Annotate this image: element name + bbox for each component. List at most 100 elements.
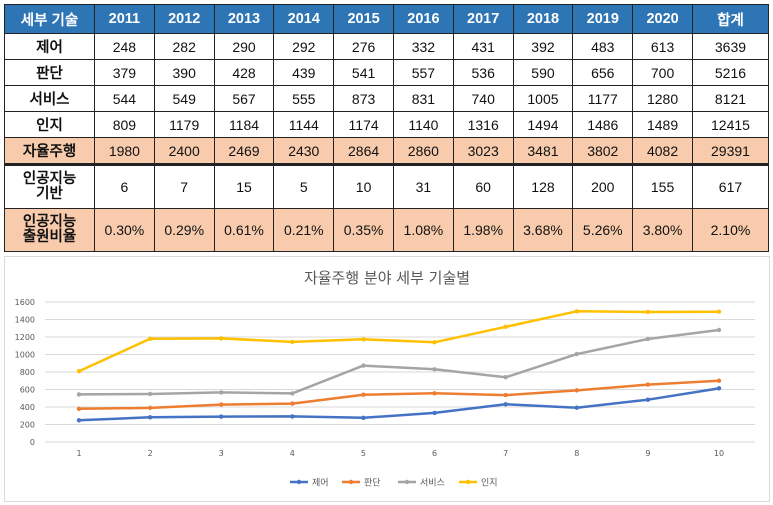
total-header: 합계 [691,4,769,34]
table-header-row: 세부 기술 2011 2012 2013 2014 2015 2016 2017… [4,4,769,34]
row-label: 인공지능 기반 [4,163,95,209]
table-cell: 3.68% [512,208,574,252]
table-cell: 4082 [632,137,693,165]
y-tick-label: 1400 [15,316,35,325]
table-cell: 15 [213,163,275,209]
table-cell: 1177 [572,85,634,112]
table-cell: 248 [94,33,155,60]
total-cell: 8121 [691,85,769,112]
table-cell: 0.61% [213,208,275,252]
x-tick-label: 4 [290,449,295,458]
data-point [290,391,295,396]
year-header: 2012 [153,4,215,34]
table-cell: 6 [94,163,155,209]
table-row: 인공지능 출원비율 0.30% 0.29% 0.61% 0.21% 0.35% 1.08% 1… [4,208,769,252]
table-cell: 5.26% [572,208,634,252]
legend-label: 제어 [312,478,329,489]
year-header: 2019 [572,4,634,34]
year-header: 2015 [333,4,394,34]
data-point [503,392,508,398]
x-tick-label: 6 [432,449,437,458]
table-cell: 1.08% [392,208,454,252]
legend-label: 인지 [481,478,498,489]
table-row: 인공지능 기반 6 7 15 5 10 31 60 128 200 155 617 [4,163,769,209]
table-cell: 1174 [333,111,394,138]
table-cell: 536 [452,59,514,86]
data-point [432,367,437,372]
y-tick-label: 800 [20,368,35,377]
table-cell: 656 [572,59,634,86]
x-tick-label: 1 [76,449,81,458]
data-point [76,392,82,397]
tech-table: 세부 기술 2011 2012 2013 2014 2015 2016 2017… [4,4,769,252]
table-cell: 1280 [632,85,693,112]
total-cell: 617 [691,163,769,209]
x-tick-label: 2 [148,449,153,458]
data-point [432,391,437,396]
data-point [219,414,224,419]
table-cell: 1.98% [452,208,514,252]
legend-marker [465,479,471,485]
table-cell: 3802 [572,137,634,165]
total-cell: 29391 [691,137,769,165]
table-cell: 439 [273,59,335,86]
series-line-3 [77,310,721,373]
table-cell: 60 [452,163,514,209]
table-cell: 332 [392,33,454,60]
x-tick-label: 8 [574,449,579,458]
data-point [361,392,366,397]
table-cell: 483 [572,33,634,60]
table-cell: 740 [452,85,514,112]
table-cell: 2400 [153,137,215,165]
table-cell: 1486 [572,111,634,138]
data-point [219,390,224,395]
year-header: 2020 [632,4,693,34]
table-cell: 0.21% [273,208,335,252]
total-cell: 2.10% [691,208,769,252]
table-cell: 0.29% [153,208,215,252]
series-line-2 [77,328,721,396]
table-cell: 2430 [273,137,335,165]
x-tick-label: 5 [361,449,366,458]
data-point [716,378,722,383]
year-header: 2017 [452,4,514,34]
table-cell: 428 [213,59,275,86]
legend-label: 서비스 [420,478,445,489]
data-point [147,415,153,420]
table-cell: 7 [153,163,215,209]
data-point [645,382,651,387]
table-cell: 3481 [512,137,574,165]
row-label: 자율주행 [4,137,95,165]
table-cell: 700 [632,59,693,86]
chart-panel: 자율주행 분야 세부 기술별 0 200 400 600 800 1000 1200 1400 1… [4,256,770,502]
table-cell: 1005 [512,85,574,112]
table-cell: 1489 [632,111,693,138]
table-cell: 292 [273,33,335,60]
data-point [503,402,508,407]
table-cell: 3023 [452,137,514,165]
legend-marker [404,479,410,485]
data-point [716,327,722,333]
y-tick-label: 600 [20,386,35,395]
data-point [147,405,153,411]
chart-title: 자율주행 분야 세부 기술별 [304,269,470,287]
data-point [361,337,366,342]
table-cell: 2864 [333,137,394,165]
table-cell: 290 [213,33,275,60]
table-cell: 1316 [452,111,514,138]
row-label: 서비스 [4,85,95,112]
row-label: 판단 [4,59,95,86]
legend-marker [348,479,354,485]
table-cell: 1140 [392,111,454,138]
table-row: 판단 379 390 428 439 541 557 536 590 656 700 5216 [4,59,769,86]
table-cell: 128 [512,163,574,209]
total-cell: 12415 [691,111,769,138]
total-cell: 5216 [691,59,769,86]
legend-label: 판단 [364,478,381,489]
table-cell: 2860 [392,137,454,165]
row-label: 인지 [4,111,95,138]
data-point [574,309,579,314]
table-cell: 0.35% [333,208,394,252]
data-point [76,406,82,412]
table-cell: 3.80% [632,208,693,252]
